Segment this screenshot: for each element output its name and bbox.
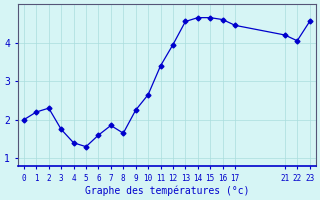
X-axis label: Graphe des températures (°c): Graphe des températures (°c) <box>84 185 249 196</box>
